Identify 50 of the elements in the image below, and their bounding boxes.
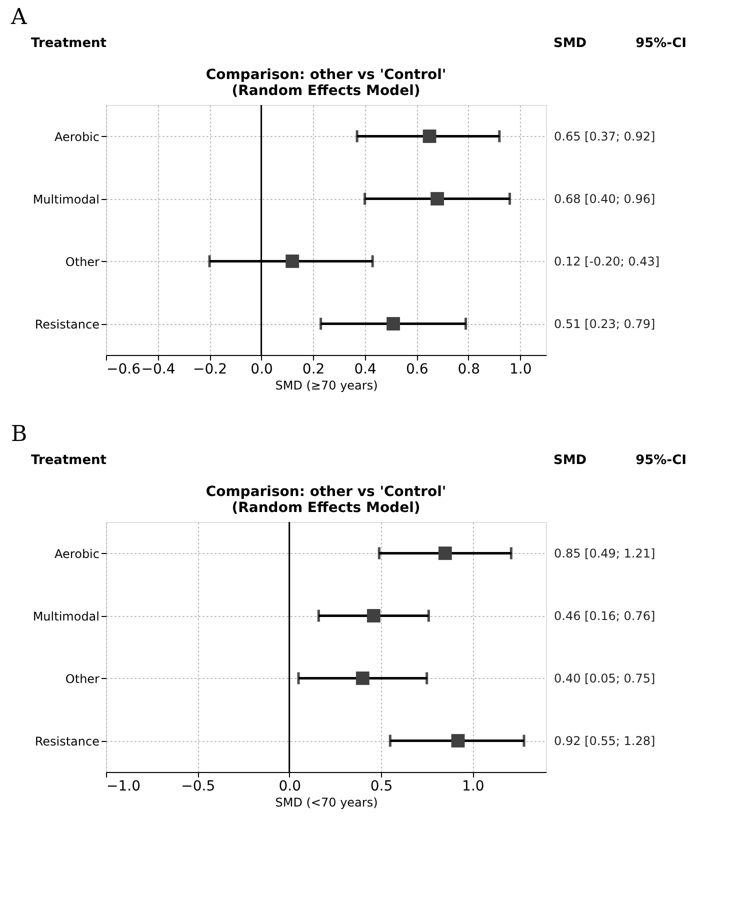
chart-title: Comparison: other vs 'Control' (Random Effects Model) <box>206 67 446 99</box>
text: Treatment <box>31 36 106 51</box>
text: A <box>10 5 28 30</box>
x-tick-label: 0.8 <box>458 362 480 378</box>
x-axis-title: SMD (<70 years) <box>275 796 378 810</box>
text: 95%-CI <box>636 36 686 51</box>
point <box>366 609 380 622</box>
chart-title: Comparison: other vs 'Control' (Random Effects Model) <box>206 484 446 516</box>
y-tick-label: Multimodal <box>32 609 100 624</box>
x-tick-label: 1.0 <box>462 778 484 794</box>
x-tick-label: 0.6 <box>406 362 428 378</box>
point <box>438 546 452 560</box>
data-label: 0.92 [0.55; 1.28] <box>554 734 656 748</box>
data-label: 0.51 [0.23; 0.79] <box>554 316 656 331</box>
data-label: 0.85 [0.49; 1.21] <box>554 546 656 560</box>
y-tick-label: Other <box>65 672 100 686</box>
data-label: 0.40 [0.05; 0.75] <box>554 671 656 686</box>
x-tick-label: 0.2 <box>302 362 325 378</box>
x-tick-label: 0.0 <box>278 778 301 794</box>
x-tick-label: 0.0 <box>250 362 273 378</box>
y-tick-label: Aerobic <box>54 130 100 144</box>
data-label: 0.12 [-0.20; 0.43] <box>554 254 660 268</box>
x-tick-label: −0.5 <box>181 778 216 794</box>
x-tick-label: −0.4 <box>141 362 176 378</box>
point <box>286 254 300 268</box>
text: SMD <box>553 36 587 51</box>
y-tick-label: Resistance <box>34 317 100 332</box>
x-tick-label: −0.2 <box>193 362 228 378</box>
point <box>422 130 436 143</box>
x-tick-label: 0.4 <box>354 362 377 378</box>
x-tick-label: 1.0 <box>509 362 532 378</box>
point <box>356 672 370 685</box>
text: 95%-CI <box>636 453 686 468</box>
data-label: 0.46 [0.16; 0.76] <box>554 608 656 623</box>
y-tick-label: Multimodal <box>32 192 100 206</box>
y-tick-label: Aerobic <box>54 546 100 561</box>
text: Treatment <box>31 453 106 468</box>
text: SMD <box>553 453 587 468</box>
x-axis-title: SMD (≥70 years) <box>275 378 378 392</box>
data-label: 0.68 [0.40; 0.96] <box>554 192 656 206</box>
x-tick-label: −1.0 <box>106 778 140 794</box>
y-tick-label: Resistance <box>34 734 100 748</box>
point <box>386 317 400 330</box>
point <box>451 734 465 748</box>
data-label: 0.65 [0.37; 0.92] <box>554 129 656 144</box>
text: B <box>11 422 28 447</box>
x-tick-label: −0.6 <box>106 362 141 378</box>
x-tick-label: 0.5 <box>370 778 393 794</box>
y-tick-label: Other <box>65 254 100 269</box>
point <box>430 192 444 206</box>
